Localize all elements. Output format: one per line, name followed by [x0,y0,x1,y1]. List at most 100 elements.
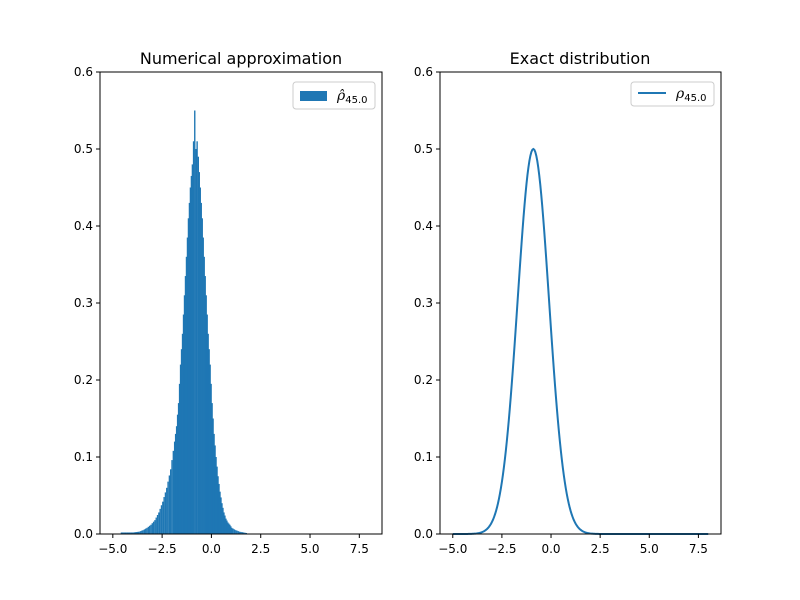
exact-x-tick-label: 5.0 [640,542,659,556]
histogram-bar [123,532,125,534]
exact-y-tick-label: 0.6 [414,65,433,79]
histogram-bar [139,531,142,534]
exact-x-tick-label: 0.0 [541,542,560,556]
histogram-bars [120,110,247,535]
histogram-bar [121,532,124,534]
histogram-bar [244,532,246,534]
histogram-bar [202,237,204,535]
histogram-bar [131,532,133,534]
histogram-y-tick-label: 0.3 [74,296,93,310]
histogram-bar [214,445,216,534]
histogram-bar [217,476,219,534]
histogram-bar [229,524,231,534]
histogram-bar [174,433,177,534]
histogram-bar [177,403,180,534]
histogram-title: Numerical approximation [140,49,342,68]
histogram-legend-box [292,81,376,110]
exact-x-tick-label: 7.5 [689,542,708,556]
histogram-bar [168,475,171,534]
histogram-bar [159,508,161,534]
histogram-bar [167,481,169,534]
histogram-bar [133,532,136,534]
histogram-bar [209,364,211,534]
histogram-bar [239,531,241,534]
histogram-bar [179,364,182,534]
histogram-bar [236,530,238,534]
histogram-bar [146,527,148,534]
histogram-bar [242,532,245,534]
exact-y-tick-label: 0.0 [414,527,433,541]
exact-y-tick-label: 0.2 [414,373,433,387]
histogram-bar [233,529,236,534]
exact-legend-subscript: 45.0 [684,93,706,104]
histogram-bar [230,526,232,534]
histogram-bar [126,532,129,534]
histogram-bar [195,149,197,534]
histogram-bar [241,532,244,534]
exact-y-tick-label: 0.4 [414,219,433,233]
histogram-x-tick-label: 5.0 [300,542,319,556]
histogram-bar [134,532,137,534]
histogram-bar [137,531,139,534]
histogram-bar [151,523,153,534]
histogram-legend-symbol: ρ̂ [336,88,346,104]
histogram-bar [208,349,210,534]
histogram-bar [186,237,189,535]
histogram-y-tick-label: 0.5 [74,142,93,156]
histogram-bar [178,383,181,534]
histogram-legend: ρ̂45.0 [292,81,376,110]
histogram-bar [125,532,127,534]
histogram-bar [170,469,172,534]
histogram-bar [224,515,226,534]
histogram-ticks: −5.0 −2.5 0.0 2.5 5.0 7.5 0.0 0.1 0.2 0.3 0.4 0.5 0.… [74,65,369,556]
exact-legend-symbol: ρ [675,86,685,102]
histogram-bar [210,383,212,534]
exact-y-tick-label: 0.3 [414,296,433,310]
histogram-bar [197,156,199,534]
exact-x-tick-label: −5.0 [438,542,467,556]
histogram-bar [216,466,218,534]
histogram-bar [245,532,247,534]
histogram-bar [192,141,195,535]
histogram-bar [199,187,201,534]
histogram-bar [181,333,184,534]
histogram-bar [130,532,132,534]
histogram-bar [212,418,214,534]
histogram-bar [204,276,206,534]
histogram-bar [156,515,159,534]
histogram-bar [141,530,143,534]
histogram-legend-subscript: 45.0 [345,95,367,106]
histogram-bar [155,517,157,534]
histogram-x-tick-label: 7.5 [350,542,369,556]
histogram-bar [136,531,138,534]
histogram-bar [138,531,140,534]
histogram-y-tick-label: 0.4 [74,219,93,233]
histogram-bar [220,497,222,534]
histogram-y-tick-label: 0.0 [74,527,93,541]
histogram-bar [152,521,155,534]
histogram-bar [160,505,163,534]
histogram-bar [211,403,213,534]
histogram-bar [154,520,156,534]
histogram-bar [228,523,230,534]
exact-x-tick-label: 2.5 [591,542,610,556]
histogram-bar [163,497,165,534]
histogram-bar [176,414,179,534]
exact-legend-box [630,81,715,107]
histogram-y-tick-label: 0.2 [74,373,93,387]
exact-x-tick-label: −2.5 [487,542,516,556]
histogram-bar [189,187,192,534]
histogram-y-tick-label: 0.6 [74,65,93,79]
histogram-bar [226,520,228,534]
histogram-bar [143,529,146,534]
histogram-bar [223,512,225,534]
histogram-bar [128,532,131,534]
histogram-bar [194,110,196,534]
histogram-bar [200,202,202,534]
histogram-bar [187,218,190,535]
histogram-bar [150,524,152,534]
histogram-legend-patch [300,91,327,101]
histogram-bar [190,175,193,534]
histogram-x-tick-label: −2.5 [148,542,177,556]
